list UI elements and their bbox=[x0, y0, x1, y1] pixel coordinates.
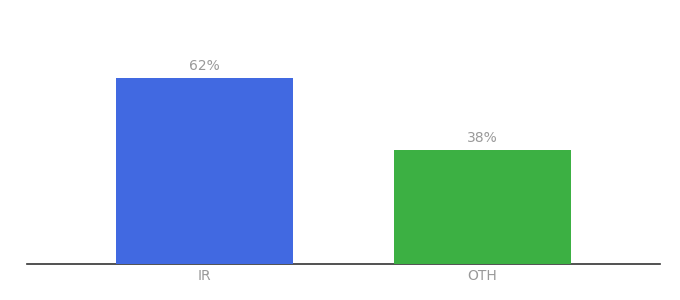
Text: 62%: 62% bbox=[189, 59, 220, 74]
Bar bbox=[116, 78, 293, 264]
Text: 38%: 38% bbox=[467, 131, 498, 146]
Bar bbox=[394, 150, 571, 264]
